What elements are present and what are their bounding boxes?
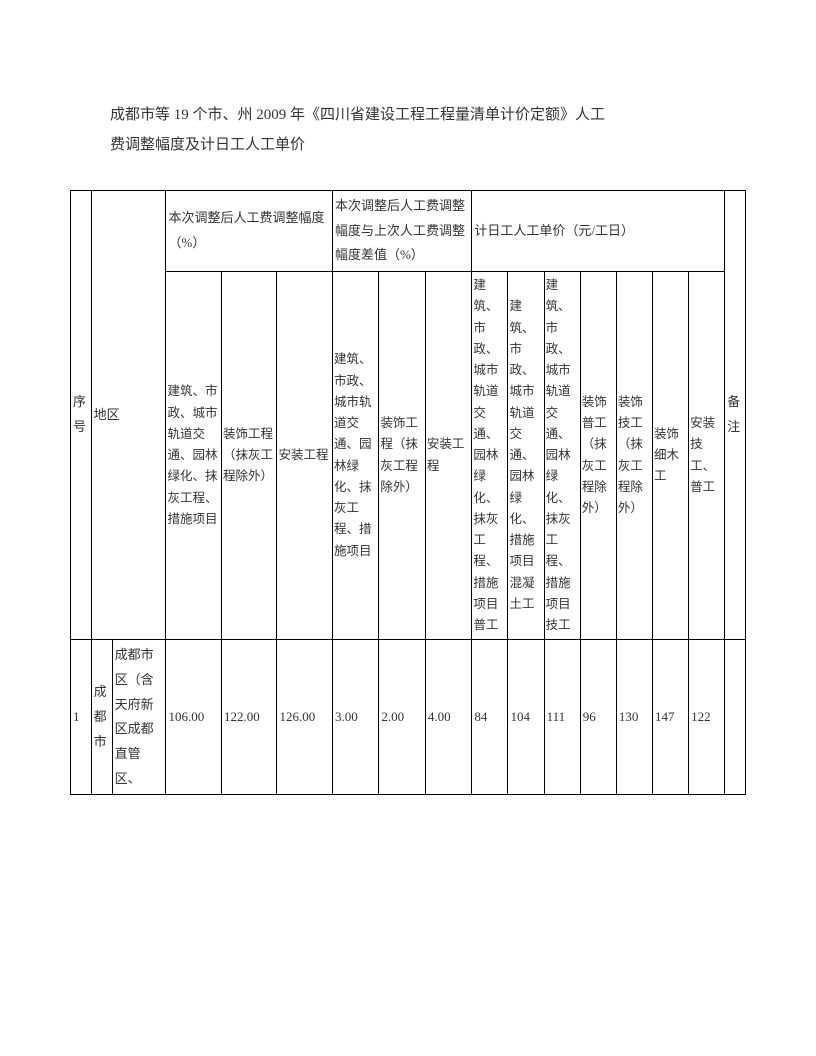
header-group-c: 计日工人工单价（元/工日） xyxy=(472,191,725,272)
document-page: 成都市等 19 个市、州 2009 年《四川省建设工程工程量清单计价定额》人工 … xyxy=(0,0,816,855)
cell-b3: 4.00 xyxy=(425,640,471,795)
cell-c1: 84 xyxy=(472,640,508,795)
header-region: 地区 xyxy=(91,191,166,640)
cell-c2: 104 xyxy=(508,640,544,795)
header-b2: 装饰工程（抹灰工程除外） xyxy=(379,272,425,640)
cell-b2: 2.00 xyxy=(379,640,425,795)
header-c5: 装饰技工（抹灰工程除外） xyxy=(616,272,652,640)
header-a3: 安装工程 xyxy=(277,272,333,640)
header-seq: 序号 xyxy=(71,191,92,640)
labor-cost-table: 序号 地区 本次调整后人工费调整幅度（%） 本次调整后人工费调整幅度与上次人工费… xyxy=(70,190,746,795)
cell-c7: 122 xyxy=(689,640,725,795)
cell-c3: 111 xyxy=(544,640,580,795)
title-line-1: 成都市等 19 个市、州 2009 年《四川省建设工程工程量清单计价定额》人工 xyxy=(110,107,605,123)
header-b1: 建筑、市政、城市轨道交通、园林绿化、抹灰工程、措施项目 xyxy=(332,272,378,640)
cell-city: 成都市 xyxy=(92,640,113,794)
header-group-b: 本次调整后人工费调整幅度与上次人工费调整幅度差值（%） xyxy=(332,191,471,272)
cell-c5: 130 xyxy=(616,640,652,795)
header-c2: 建筑、市政、城市轨道交通、园林绿化、措施项目混凝土工 xyxy=(508,272,544,640)
header-a1: 建筑、市政、城市轨道交通、园林绿化、抹灰工程、措施项目 xyxy=(166,272,221,640)
cell-a3: 126.00 xyxy=(277,640,333,795)
cell-subregion: 成都市区（含天府新区成都直管区、 xyxy=(112,640,165,794)
title-line-2: 费调整幅度及计日工人工单价 xyxy=(110,137,305,153)
cell-region: 成都市 成都市区（含天府新区成都直管区、 xyxy=(91,640,166,795)
header-c3: 建筑、市政、城市轨道交通、园林绿化、抹灰工程、措施项目技工 xyxy=(544,272,580,640)
cell-a2: 122.00 xyxy=(221,640,276,795)
table-header-row-1: 序号 地区 本次调整后人工费调整幅度（%） 本次调整后人工费调整幅度与上次人工费… xyxy=(71,191,746,272)
cell-c4: 96 xyxy=(580,640,616,795)
header-a2: 装饰工程（抹灰工程除外） xyxy=(221,272,276,640)
document-title: 成都市等 19 个市、州 2009 年《四川省建设工程工程量清单计价定额》人工 … xyxy=(110,100,746,160)
header-c7: 安装技工、普工 xyxy=(689,272,725,640)
cell-c6: 147 xyxy=(652,640,688,795)
cell-beizhu xyxy=(725,640,746,795)
cell-seq: 1 xyxy=(71,640,92,795)
header-c6: 装饰细木工 xyxy=(652,272,688,640)
header-c1: 建筑、市政、城市轨道交通、园林绿化、抹灰工程、措施项目普工 xyxy=(472,272,508,640)
table-header-row-2: 建筑、市政、城市轨道交通、园林绿化、抹灰工程、措施项目 装饰工程（抹灰工程除外）… xyxy=(71,272,746,640)
header-c4: 装饰普工（抹灰工程除外） xyxy=(580,272,616,640)
table-row: 1 成都市 成都市区（含天府新区成都直管区、 106.00 122.00 126… xyxy=(71,640,746,795)
header-remark: 备注 xyxy=(725,191,746,640)
cell-b1: 3.00 xyxy=(332,640,378,795)
header-group-a: 本次调整后人工费调整幅度（%） xyxy=(166,191,332,272)
cell-a1: 106.00 xyxy=(166,640,221,795)
header-b3: 安装工程 xyxy=(425,272,471,640)
